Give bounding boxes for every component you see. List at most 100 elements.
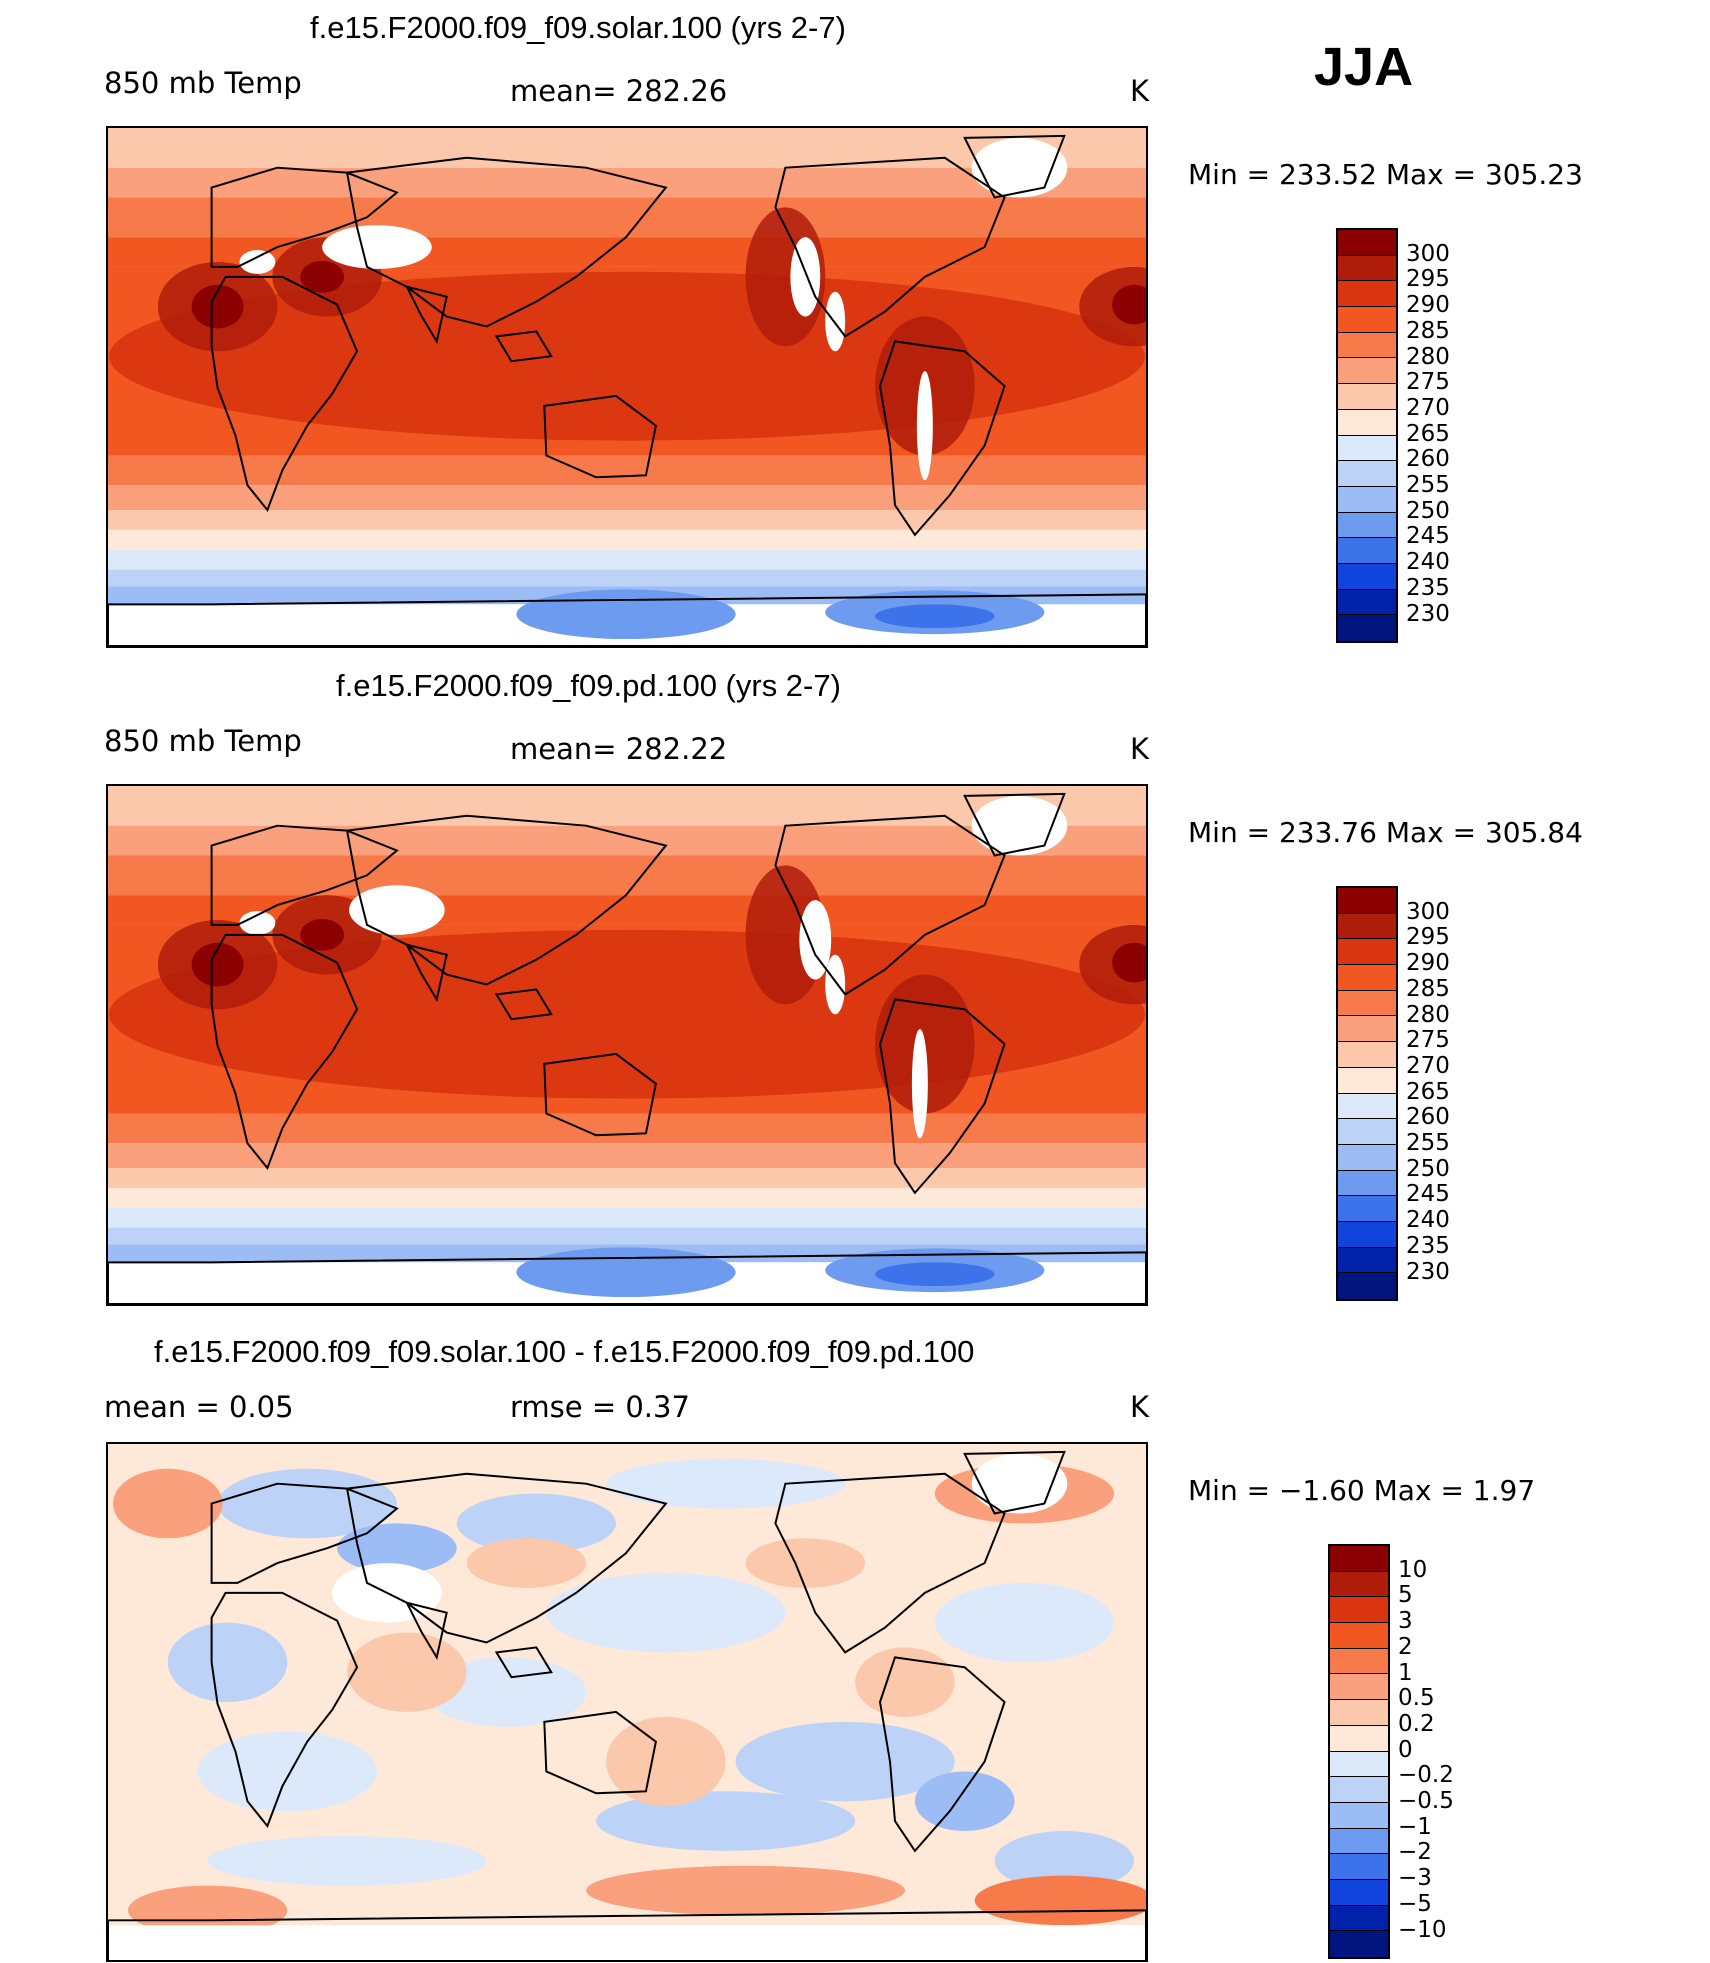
colorbar-swatch [1330, 1700, 1388, 1726]
positive-anomaly [586, 1865, 905, 1916]
coastline [108, 1251, 1146, 1304]
coastline [879, 998, 1006, 1195]
masked-terrain [971, 795, 1068, 856]
colorbar-tick-label: 235 [1406, 574, 1450, 601]
coastline [108, 593, 1146, 646]
panel1-title: f.e15.F2000.f09_f09.solar.100 (yrs 2-7) [310, 10, 846, 45]
coastline [774, 814, 1006, 996]
panel3-rmse-label: rmse = 0.37 [510, 1390, 690, 1424]
colorbar-swatch [1338, 486, 1396, 513]
colorbar-swatch [1338, 307, 1396, 333]
colorbar-tick-label: 260 [1406, 1104, 1450, 1131]
colorbar-tick-label: 245 [1406, 523, 1450, 550]
colorbar-tick-label: 270 [1406, 394, 1450, 421]
colorbar-tick-label: 270 [1406, 1052, 1450, 1079]
colorbar-swatch [1338, 512, 1396, 539]
panel2-variable-label: 850 mb Temp [104, 724, 302, 758]
colorbar-swatch [1338, 1170, 1396, 1197]
colorbar-swatch [1338, 1221, 1396, 1248]
coastline [404, 285, 448, 344]
colder-region [875, 604, 995, 629]
coastline [210, 824, 399, 926]
colorbar-tick-label: 2 [1398, 1633, 1413, 1660]
colorbar-swatch [1338, 281, 1396, 308]
colorbar-swatches [1336, 228, 1398, 643]
season-label: JJA [1314, 37, 1414, 97]
colder-region [875, 1262, 995, 1287]
masked-terrain [239, 250, 276, 274]
colorbar-swatch [1338, 384, 1396, 410]
colorbar-swatch [1338, 230, 1396, 256]
positive-anomaly [112, 1468, 223, 1539]
masked-terrain [971, 1453, 1068, 1514]
positive-anomaly [974, 1875, 1146, 1926]
coastline [494, 988, 553, 1021]
colorbar-swatch [1330, 1802, 1388, 1829]
temperature-band [108, 197, 1146, 238]
colorbar-swatch [1330, 1597, 1388, 1624]
coastline [404, 1601, 448, 1660]
colorbar-tick-label: 240 [1406, 549, 1450, 576]
negative-anomaly [167, 1622, 288, 1702]
coastline [345, 156, 668, 328]
colorbar-swatch [1330, 1879, 1388, 1906]
coastline [210, 1482, 399, 1584]
colorbar-swatch [1338, 1273, 1396, 1299]
colorbar-swatch [1338, 1067, 1396, 1094]
colorbar-tick-label: 285 [1406, 317, 1450, 344]
colorbar-swatch [1338, 435, 1396, 462]
colorbar-tick-label: 280 [1406, 343, 1450, 370]
colorbar-tick-label: 235 [1406, 1232, 1450, 1259]
negative-anomaly [606, 1458, 846, 1509]
negative-anomaly [337, 1523, 457, 1573]
masked-terrain [911, 1029, 928, 1139]
temperature-band [108, 1187, 1146, 1208]
colorbar-tick-label: 0.5 [1398, 1685, 1435, 1712]
colorbar-tick-label: −1 [1398, 1813, 1432, 1840]
coastline [879, 340, 1006, 537]
panel1-minmax-label: Min = 233.52 Max = 305.23 [1188, 158, 1583, 191]
negative-anomaly [426, 1657, 587, 1727]
coastline [543, 1710, 657, 1795]
negative-anomaly [934, 1582, 1115, 1663]
colorbar-tick-label: 0 [1398, 1736, 1413, 1763]
colorbar-swatch [1338, 1119, 1396, 1145]
colorbar-tick-label: 255 [1406, 472, 1450, 498]
colorbar-swatch [1338, 1144, 1396, 1171]
temperature-band [108, 1207, 1146, 1228]
colorbar-swatch [1330, 1648, 1388, 1675]
coastline [543, 394, 657, 479]
coastline [404, 943, 448, 1002]
colorbar-tick-label: −10 [1398, 1916, 1447, 1943]
colorbar-swatch [1330, 1931, 1388, 1957]
colorbar-swatch [1338, 615, 1396, 641]
colorbar-tick-label: 285 [1406, 975, 1450, 1002]
coastline [345, 1472, 668, 1644]
colorbar-tick-label: 265 [1406, 420, 1450, 447]
colorbar-swatch [1338, 1093, 1396, 1120]
panel2-map [106, 784, 1148, 1306]
masked-terrain [349, 885, 445, 935]
colorbar-swatch [1330, 1725, 1388, 1752]
temperature-band [108, 1143, 1146, 1169]
panel1-mean-label: mean= 282.26 [510, 74, 728, 108]
panel3-mean-label: mean = 0.05 [104, 1390, 294, 1424]
colorbar-swatch [1338, 1042, 1396, 1068]
panel3-title: f.e15.F2000.f09_f09.solar.100 - f.e15.F2… [154, 1334, 975, 1369]
masked-terrain [971, 137, 1068, 198]
colorbar-tick-label: 255 [1406, 1130, 1450, 1156]
masked-terrain [239, 911, 276, 935]
colorbar-swatch [1338, 589, 1396, 616]
temperature-band [108, 455, 1146, 486]
colorbar-tick-label: 290 [1406, 292, 1450, 319]
coastline [879, 1656, 1006, 1853]
colorbar-swatches [1336, 886, 1398, 1301]
colorbar-swatch [1338, 332, 1396, 359]
positive-anomaly [466, 1538, 587, 1588]
negative-anomaly [914, 1771, 1015, 1831]
colorbar-swatch [1330, 1546, 1388, 1572]
coastline [345, 814, 668, 986]
panel1-variable-label: 850 mb Temp [104, 66, 302, 100]
colorbar-swatch [1338, 939, 1396, 966]
colorbar-tick-label: 295 [1406, 924, 1450, 951]
